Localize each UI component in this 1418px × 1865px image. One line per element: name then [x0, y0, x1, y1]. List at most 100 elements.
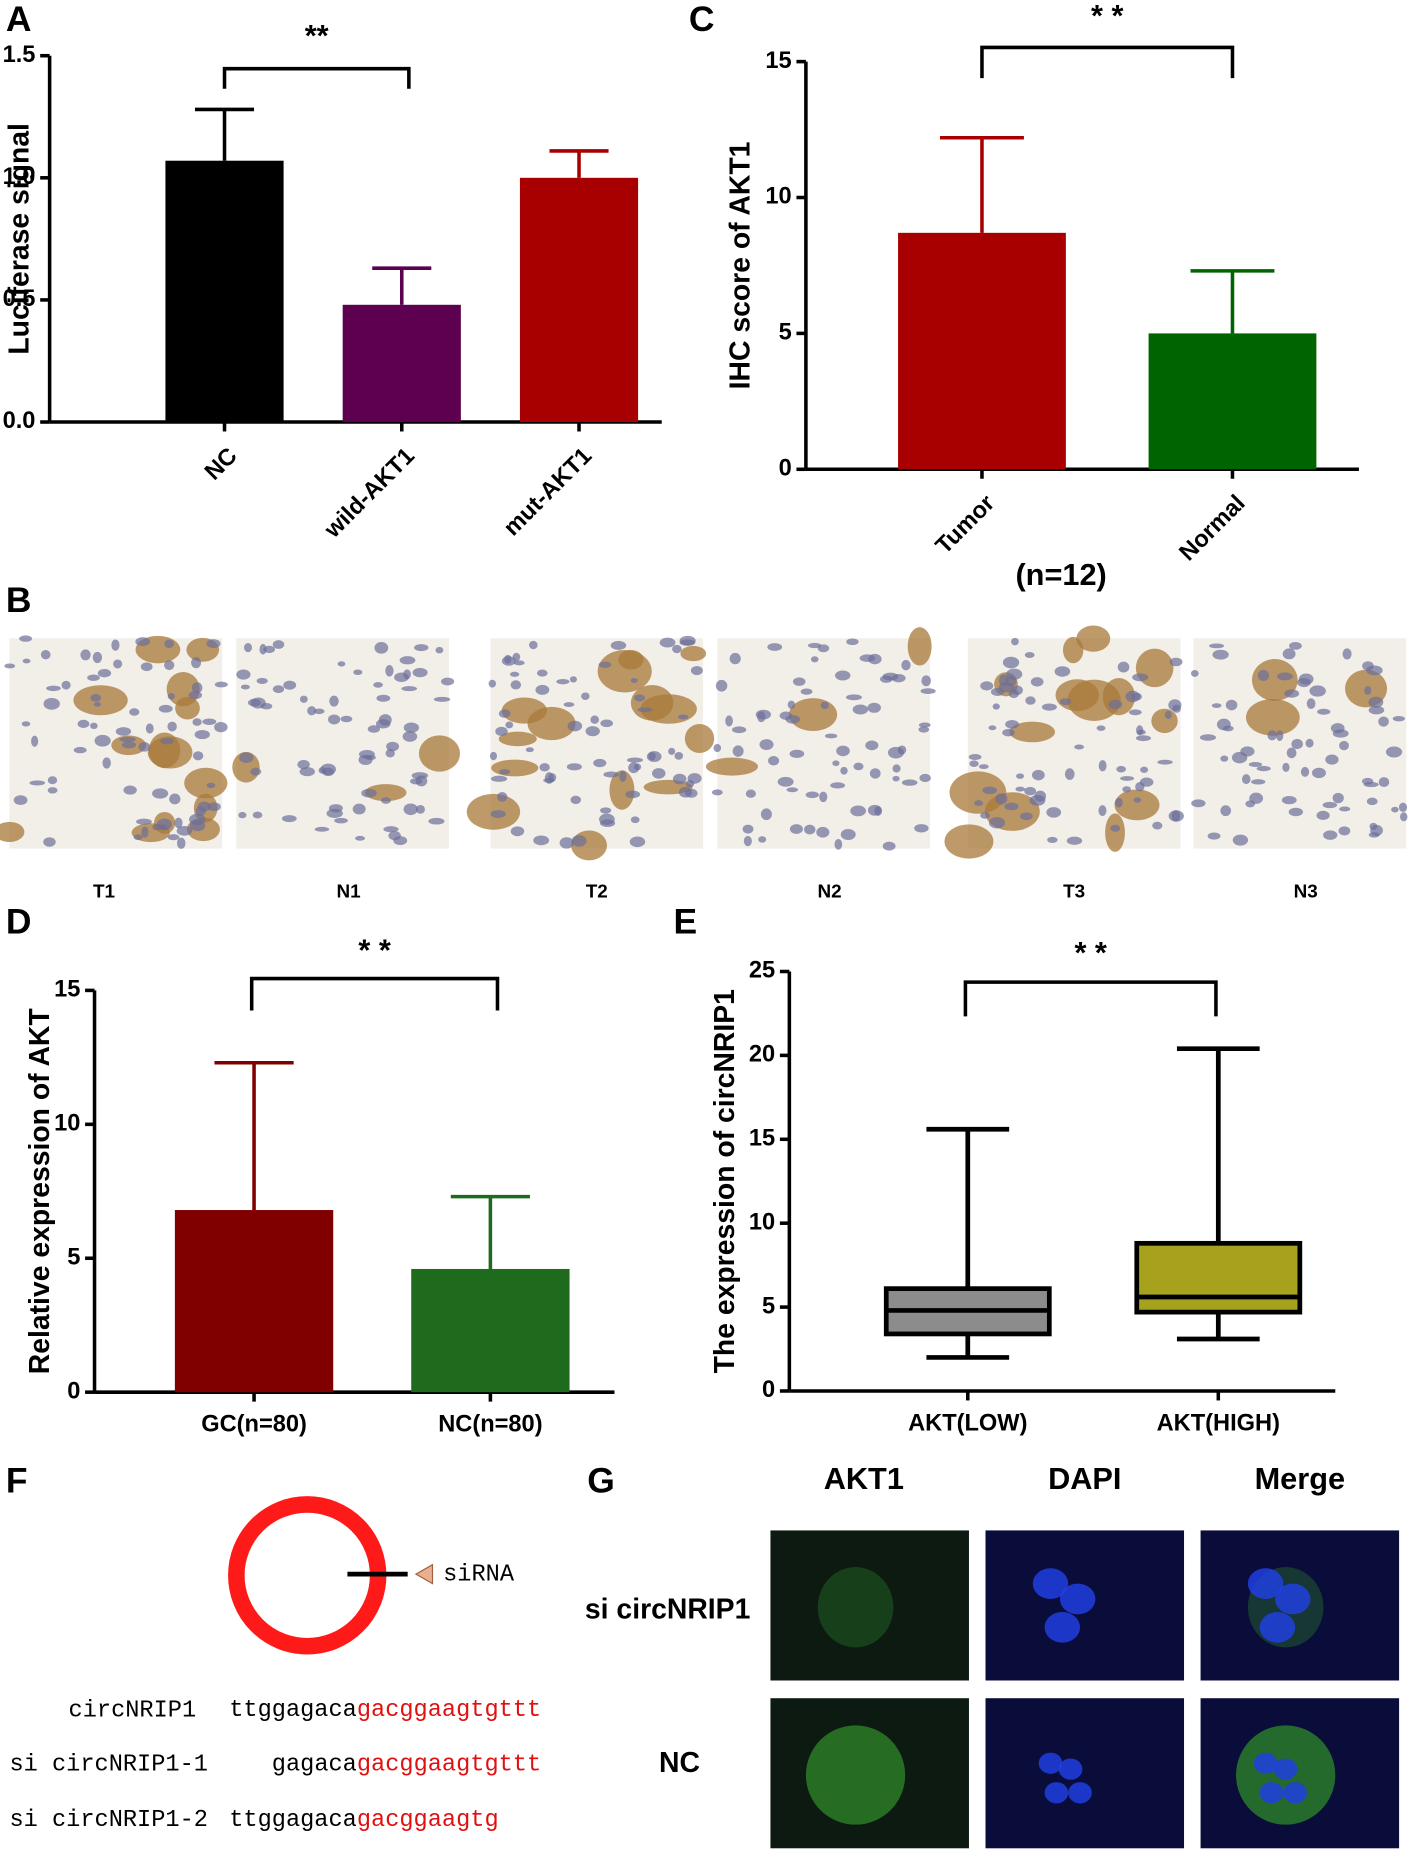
nucleus [990, 687, 1005, 697]
nucleus [835, 670, 851, 681]
sirna-label: siRNA [443, 1561, 515, 1588]
nucleus [677, 714, 689, 720]
nucleus [158, 704, 173, 713]
significance-label: ** [305, 18, 329, 53]
sequence-plain: gagaca [272, 1752, 357, 1779]
nucleus [164, 660, 175, 671]
ihc-image [1190, 638, 1408, 849]
stain [365, 784, 407, 802]
nucleus [1267, 730, 1277, 741]
image-label: N3 [1294, 881, 1318, 902]
nucleus [1199, 734, 1217, 741]
nucleus [80, 649, 91, 661]
nucleus [380, 797, 391, 804]
nucleus [1032, 1568, 1069, 1599]
nucleus [1116, 765, 1126, 773]
nucleus [167, 834, 180, 841]
stain [1105, 813, 1125, 852]
x-tick-label: Tumor [931, 490, 1000, 559]
ihc-image [232, 638, 461, 849]
ihc-image [705, 627, 936, 851]
nucleus [250, 767, 262, 776]
nucleus [792, 677, 806, 686]
nucleus [535, 684, 550, 695]
nucleus [334, 817, 348, 824]
nucleus [892, 775, 900, 782]
nucleus [1064, 768, 1075, 780]
nucleus [1391, 806, 1399, 813]
nucleus [678, 786, 693, 798]
nucleus [969, 760, 979, 767]
stain [680, 645, 707, 662]
nucleus [980, 681, 994, 691]
nucleus [1046, 807, 1062, 818]
nucleus [1020, 812, 1033, 821]
nucleus [1016, 773, 1025, 779]
y-axis-label: IHC score of AKT1 [725, 142, 757, 390]
nucleus [490, 775, 508, 782]
panel-label: C [689, 0, 715, 39]
significance-label: * * [1074, 935, 1106, 970]
stain [705, 757, 758, 776]
nucleus [1283, 1782, 1307, 1804]
nucleus [1054, 666, 1071, 677]
stain [1151, 708, 1178, 734]
nucleus [61, 680, 71, 690]
nucleus [1004, 802, 1019, 811]
nucleus [1220, 805, 1232, 817]
image-background [717, 638, 930, 849]
nucleus [1208, 643, 1225, 649]
nucleus [637, 707, 653, 713]
nucleus [830, 782, 846, 789]
sequence-name: si circNRIP1-1 [9, 1752, 207, 1779]
nucleus [807, 642, 822, 649]
nucleus [383, 826, 399, 833]
nucleus [1273, 1758, 1298, 1780]
nucleus [901, 779, 918, 786]
nucleus [176, 837, 186, 849]
nucleus [659, 637, 676, 648]
nucleus [742, 824, 754, 834]
nucleus [272, 685, 285, 694]
nucleus [46, 685, 61, 692]
nucleus [804, 824, 816, 835]
ihc-image [466, 635, 715, 861]
nucleus [1284, 689, 1300, 698]
bar [411, 1268, 570, 1393]
sequence-target: gacggaagtg [357, 1807, 499, 1834]
stain [1114, 789, 1160, 821]
box [1134, 1240, 1303, 1315]
nucleus [337, 661, 346, 667]
nucleus [1378, 777, 1390, 788]
nucleus [402, 731, 418, 742]
nucleus [759, 739, 774, 750]
nucleus [94, 734, 111, 747]
nucleus [787, 700, 796, 709]
nucleus [918, 726, 930, 733]
nucleus [824, 733, 838, 739]
significance-bracket [980, 45, 1235, 79]
stain [1135, 648, 1174, 688]
nucleus [563, 702, 575, 707]
row-label: NC [659, 1747, 700, 1779]
nucleus [488, 679, 497, 688]
nucleus [247, 698, 261, 707]
nucleus [914, 824, 929, 833]
nucleus [1322, 801, 1338, 809]
nucleus [361, 788, 377, 798]
stain [491, 759, 539, 777]
nucleus [548, 773, 557, 782]
y-tick-label: 5 [67, 1244, 80, 1270]
nucleus [510, 826, 525, 837]
nucleus [569, 676, 577, 683]
y-tick-label: 5 [779, 320, 792, 346]
panel-label: E [674, 902, 698, 942]
nucleus [566, 763, 582, 771]
nucleus [626, 757, 643, 763]
nucleus [214, 681, 228, 688]
nucleus [1339, 806, 1351, 812]
significance-bracket [963, 980, 1218, 1017]
nucleus [918, 722, 931, 728]
nucleus [1338, 826, 1351, 836]
nucleus [1311, 767, 1326, 779]
